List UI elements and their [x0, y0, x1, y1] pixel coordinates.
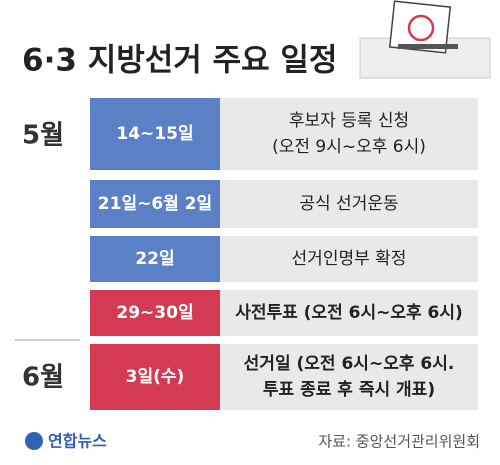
ballot-box — [359, 0, 491, 79]
event-box — [220, 290, 478, 336]
date-box — [90, 180, 220, 228]
date-text: 29~30일 — [116, 303, 193, 323]
date-text: 22일 — [135, 249, 174, 269]
stamp — [407, 14, 435, 42]
event-text: 투표 종료 후 즉시 개표) — [263, 379, 435, 400]
logo-mark — [25, 432, 43, 450]
event-text: 선거일 (오전 6시~오후 6시. — [244, 353, 455, 374]
event-box — [220, 344, 478, 410]
event-text: 선거인명부 확정 — [292, 249, 407, 269]
slot — [398, 44, 458, 49]
event-text: (오전 9시~오후 6시) — [272, 137, 426, 157]
schedule: 5월 6월 14~15일 후보자 등록 신청 (오전 9시~오후 6시) 21일~6월 2… — [22, 98, 478, 410]
event-box — [220, 180, 478, 228]
event-box — [220, 236, 478, 282]
date-box — [90, 290, 220, 336]
ballot-paper — [388, 0, 452, 54]
title: 6·3 지방선거 주요 일정 — [22, 43, 337, 79]
month-label: 6월 — [22, 363, 64, 393]
date-text: 14~15일 — [116, 124, 193, 144]
date-text: 3일(수) — [126, 367, 185, 387]
logo: 연합뉴스 — [25, 432, 107, 451]
month-label: 5월 — [22, 121, 64, 151]
date-box — [90, 236, 220, 282]
event-text: 공식 선거운동 — [299, 194, 398, 214]
date-box — [90, 344, 220, 410]
event-text: 후보자 등록 신청 — [289, 111, 409, 131]
source: 자료: 중앙선거관리위원회 — [318, 433, 480, 451]
date-text: 21일~6월 2일 — [98, 194, 212, 214]
event-text: 사전투표 (오전 6시~오후 6시) — [235, 302, 463, 323]
date-box — [90, 98, 220, 170]
logo-text: 연합뉴스 — [48, 432, 107, 451]
event-box — [220, 98, 478, 170]
